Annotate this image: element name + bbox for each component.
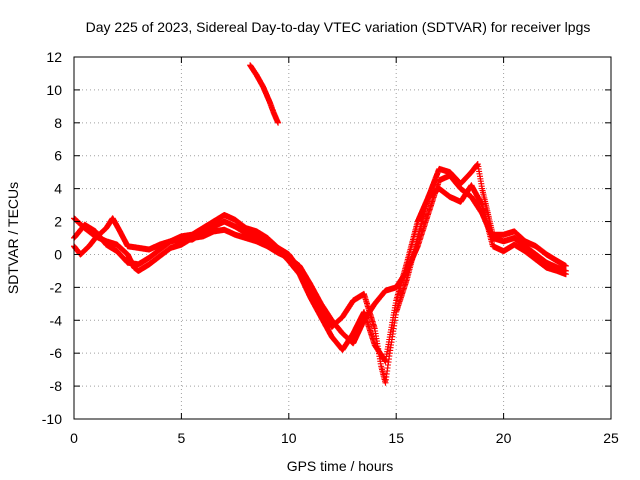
- y-tick-label: 8: [54, 115, 62, 131]
- x-tick-label: 15: [388, 430, 404, 446]
- plot-frame: [73, 56, 612, 420]
- data-points: [71, 62, 569, 386]
- x-tick-label: 0: [70, 430, 78, 446]
- y-axis-label: SDTVAR / TECUs: [5, 182, 21, 294]
- y-tick-label: 12: [46, 49, 62, 65]
- data-point-markers: [71, 161, 569, 386]
- y-tick-label: 4: [54, 181, 62, 197]
- series: [71, 182, 569, 365]
- y-tick-label: -4: [50, 312, 63, 328]
- x-tick-label: 10: [281, 430, 297, 446]
- x-tick-label: 25: [603, 430, 619, 446]
- x-axis-label: GPS time / hours: [287, 458, 394, 474]
- data-point-markers: [247, 62, 282, 126]
- axes: 0 5 10 15 20 25 -10 -8 -6 -4 -2 0 2 4 6 8 10 12: [42, 49, 619, 446]
- y-tick-label: -6: [50, 345, 63, 361]
- data-point-markers: [71, 182, 569, 365]
- y-tick-label: 2: [54, 214, 62, 230]
- chart-title: Day 225 of 2023, Sidereal Day-to-day VTE…: [86, 19, 591, 35]
- y-tick-label: -10: [42, 411, 62, 427]
- x-tick-label: 20: [496, 430, 512, 446]
- series: [71, 161, 569, 386]
- y-tick-label: 10: [46, 82, 62, 98]
- y-tick-label: -2: [50, 279, 63, 295]
- y-tick-label: 0: [54, 246, 62, 262]
- series: [247, 62, 282, 126]
- grid: [74, 57, 611, 419]
- x-tick-label: 5: [178, 430, 186, 446]
- y-tick-label: 6: [54, 148, 62, 164]
- y-tick-label: -8: [50, 378, 63, 394]
